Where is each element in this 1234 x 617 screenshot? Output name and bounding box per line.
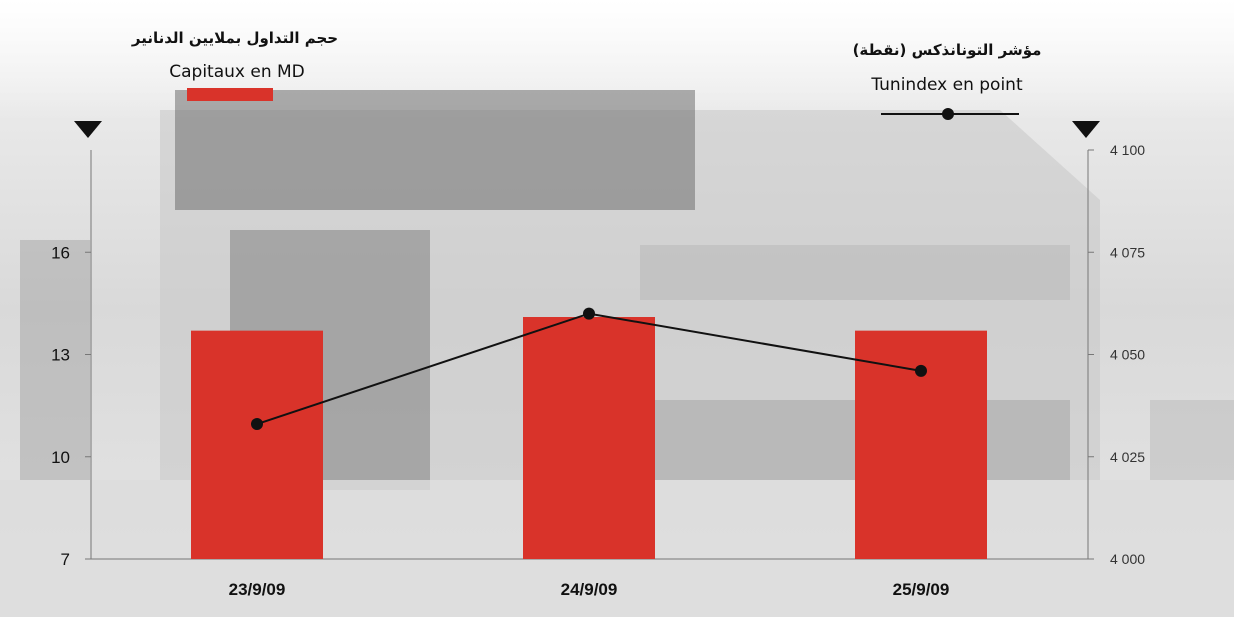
left-tick-label: 7 [61, 550, 70, 569]
left-tick-label: 16 [51, 243, 70, 262]
left-tick-label: 10 [51, 448, 70, 467]
left-legend-label: Capitaux en MD [169, 62, 305, 82]
bar [523, 317, 655, 559]
line-point [583, 307, 595, 320]
right-y-axis-ticks: 4 000 4 025 4 050 4 075 4 100 [1088, 142, 1145, 567]
right-tick-label: 4 025 [1110, 449, 1145, 465]
right-legend-marker-swatch [942, 108, 954, 120]
left-tick-label: 13 [51, 346, 70, 365]
right-tick-label: 4 050 [1110, 347, 1145, 363]
x-tick-label: 23/9/09 [229, 580, 286, 599]
x-tick-label: 25/9/09 [893, 580, 950, 599]
right-legend-arabic-label: مؤشر التونانذكس (نقطة) [853, 41, 1042, 59]
right-legend-label: Tunindex en point [870, 75, 1023, 95]
line-series [251, 307, 927, 431]
left-legend-bar-swatch [187, 88, 273, 101]
left-axis-marker-triangle [74, 121, 102, 138]
line-point [251, 418, 263, 431]
right-tick-label: 4 075 [1110, 244, 1145, 260]
left-y-axis-ticks: 7 10 13 16 [51, 243, 91, 569]
right-tick-label: 4 100 [1110, 142, 1145, 158]
x-axis-ticks: 23/9/09 24/9/09 25/9/09 [229, 580, 950, 599]
bar [191, 330, 323, 559]
line-point [915, 364, 927, 377]
right-tick-label: 4 000 [1110, 551, 1145, 567]
right-axis-marker-triangle [1072, 121, 1100, 138]
bar-series [191, 317, 987, 559]
left-legend-arabic-label: حجم التداول بملايين الدنانير [131, 29, 338, 47]
x-tick-label: 24/9/09 [561, 580, 618, 599]
